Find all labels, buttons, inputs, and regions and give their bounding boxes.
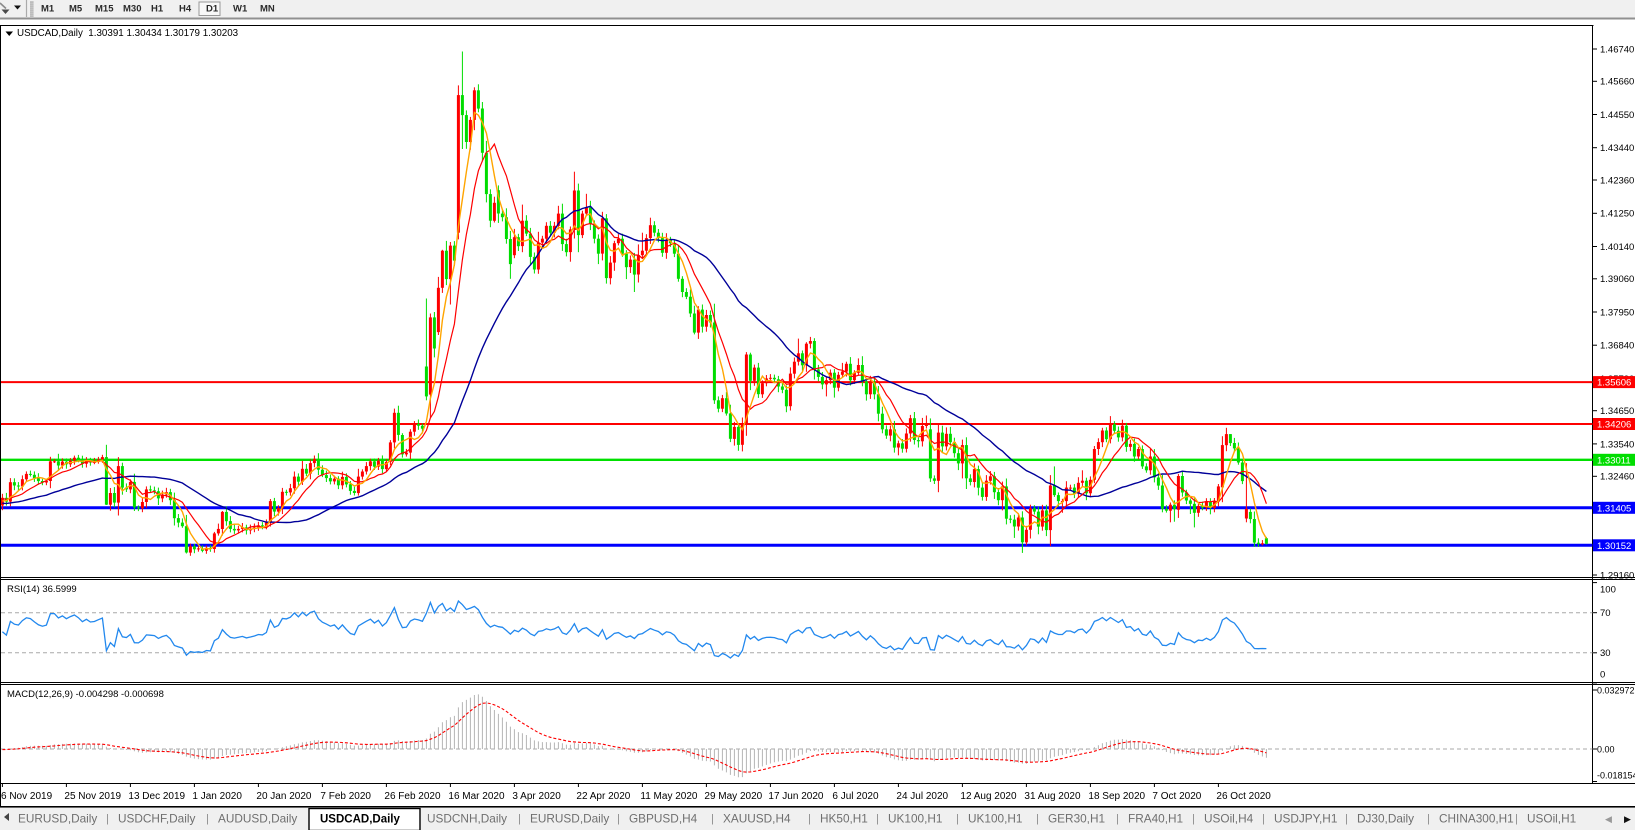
svg-text:USOil,H4: USOil,H4 (1204, 812, 1254, 826)
svg-text:30: 30 (1600, 648, 1611, 659)
svg-text:|: | (1262, 813, 1265, 825)
svg-text:|: | (956, 813, 959, 825)
svg-text:-0.018154: -0.018154 (1597, 771, 1635, 781)
svg-text:FRA40,H1: FRA40,H1 (1128, 812, 1183, 826)
svg-text:6 Nov 2019: 6 Nov 2019 (1, 791, 53, 802)
svg-text:|: | (808, 813, 811, 825)
svg-text:22 Apr 2020: 22 Apr 2020 (576, 791, 630, 802)
svg-text:MACD(12,26,9) -0.004298 -0.000: MACD(12,26,9) -0.004298 -0.000698 (7, 689, 164, 700)
svg-text:|: | (206, 813, 209, 825)
svg-text:H1: H1 (151, 4, 164, 15)
svg-text:|: | (106, 813, 109, 825)
svg-text:W1: W1 (233, 4, 248, 15)
svg-text:1.44550: 1.44550 (1600, 110, 1634, 121)
svg-text:7 Oct 2020: 7 Oct 2020 (1152, 791, 1201, 802)
svg-text:◀: ◀ (1605, 814, 1612, 824)
svg-text:24 Jul 2020: 24 Jul 2020 (896, 791, 948, 802)
svg-text:RSI(14) 36.5999: RSI(14) 36.5999 (7, 584, 77, 595)
svg-text:70: 70 (1600, 608, 1611, 619)
svg-text:DJ30,Daily: DJ30,Daily (1357, 812, 1414, 826)
svg-text:1.31405: 1.31405 (1597, 503, 1631, 514)
svg-text:1.43440: 1.43440 (1600, 143, 1634, 154)
svg-text:USDCNH,Daily: USDCNH,Daily (427, 812, 507, 826)
svg-text:1.36840: 1.36840 (1600, 341, 1634, 352)
svg-text:UK100,H1: UK100,H1 (888, 812, 942, 826)
svg-text:1.46740: 1.46740 (1600, 44, 1634, 55)
svg-text:1.33540: 1.33540 (1600, 439, 1634, 450)
svg-text:6 Jul 2020: 6 Jul 2020 (832, 791, 879, 802)
svg-text:|: | (1515, 813, 1518, 825)
svg-text:12 Aug 2020: 12 Aug 2020 (960, 791, 1017, 802)
svg-text:1.34206: 1.34206 (1597, 420, 1631, 431)
svg-text:|: | (1116, 813, 1119, 825)
svg-text:13 Dec 2019: 13 Dec 2019 (128, 791, 185, 802)
svg-text:25 Nov 2019: 25 Nov 2019 (64, 791, 121, 802)
svg-text:26 Oct 2020: 26 Oct 2020 (1216, 791, 1271, 802)
svg-text:|: | (518, 813, 521, 825)
svg-text:17 Jun 2020: 17 Jun 2020 (768, 791, 823, 802)
svg-text:|: | (617, 813, 620, 825)
svg-text:USOil,H1: USOil,H1 (1527, 812, 1576, 826)
svg-text:1.35606: 1.35606 (1597, 378, 1631, 389)
svg-text:31 Aug 2020: 31 Aug 2020 (1024, 791, 1081, 802)
svg-text:1 Jan 2020: 1 Jan 2020 (192, 791, 242, 802)
svg-text:EURUSD,Daily: EURUSD,Daily (530, 812, 609, 826)
svg-text:16 Mar 2020: 16 Mar 2020 (448, 791, 505, 802)
svg-text:CHINA300,H1: CHINA300,H1 (1439, 812, 1514, 826)
svg-text:UK100,H1: UK100,H1 (968, 812, 1022, 826)
svg-text:M1: M1 (41, 4, 55, 15)
svg-text:|: | (1345, 813, 1348, 825)
svg-text:1.33011: 1.33011 (1597, 455, 1631, 466)
svg-text:1.34650: 1.34650 (1600, 406, 1634, 417)
svg-text:M5: M5 (69, 4, 83, 15)
svg-text:1.29160: 1.29160 (1600, 570, 1634, 581)
svg-text:USDCAD,Daily: USDCAD,Daily (320, 814, 400, 826)
svg-text:100: 100 (1600, 585, 1616, 596)
svg-text:0.00: 0.00 (1597, 744, 1615, 754)
svg-text:|: | (1427, 813, 1430, 825)
svg-text:USDCHF,Daily: USDCHF,Daily (118, 812, 195, 826)
svg-text:1.39060: 1.39060 (1600, 274, 1634, 285)
svg-text:1.37950: 1.37950 (1600, 307, 1634, 318)
svg-text:D1: D1 (206, 4, 219, 15)
svg-text:|: | (711, 813, 714, 825)
svg-text:1.32460: 1.32460 (1600, 472, 1634, 483)
svg-text:1.30152: 1.30152 (1597, 541, 1631, 552)
svg-text:18 Sep 2020: 18 Sep 2020 (1088, 791, 1145, 802)
svg-text:USDJPY,H1: USDJPY,H1 (1274, 812, 1337, 826)
svg-text:GBPUSD,H4: GBPUSD,H4 (629, 812, 698, 826)
svg-text:11 May 2020: 11 May 2020 (640, 791, 698, 802)
svg-text:MN: MN (260, 4, 275, 15)
svg-text:7 Feb 2020: 7 Feb 2020 (320, 791, 371, 802)
svg-text:▶: ▶ (1624, 814, 1631, 824)
svg-text:26 Feb 2020: 26 Feb 2020 (384, 791, 441, 802)
svg-text:0: 0 (1600, 670, 1605, 681)
svg-text:29 May 2020: 29 May 2020 (704, 791, 762, 802)
svg-text:M15: M15 (95, 4, 114, 15)
svg-text:XAUUSD,H4: XAUUSD,H4 (723, 812, 791, 826)
svg-text:EURUSD,Daily: EURUSD,Daily (18, 812, 97, 826)
svg-text:M30: M30 (123, 4, 141, 15)
svg-text:|: | (1036, 813, 1039, 825)
svg-text:USDCAD,Daily 1.30391 1.30434: USDCAD,Daily 1.30391 1.30434 1.30179 1.3… (17, 28, 239, 39)
svg-text:3 Apr 2020: 3 Apr 2020 (512, 791, 561, 802)
svg-text:1.45660: 1.45660 (1600, 77, 1634, 88)
svg-text:20 Jan 2020: 20 Jan 2020 (256, 791, 311, 802)
svg-text:GER30,H1: GER30,H1 (1048, 812, 1105, 826)
svg-text:|: | (876, 813, 879, 825)
svg-text:1.42360: 1.42360 (1600, 175, 1634, 186)
svg-text:H4: H4 (179, 4, 192, 15)
svg-text:HK50,H1: HK50,H1 (820, 812, 868, 826)
svg-text:0.032972: 0.032972 (1597, 685, 1635, 695)
svg-text:1.40140: 1.40140 (1600, 242, 1634, 253)
svg-text:1.41250: 1.41250 (1600, 209, 1634, 220)
svg-text:|: | (1192, 813, 1195, 825)
svg-text:AUDUSD,Daily: AUDUSD,Daily (218, 812, 297, 826)
